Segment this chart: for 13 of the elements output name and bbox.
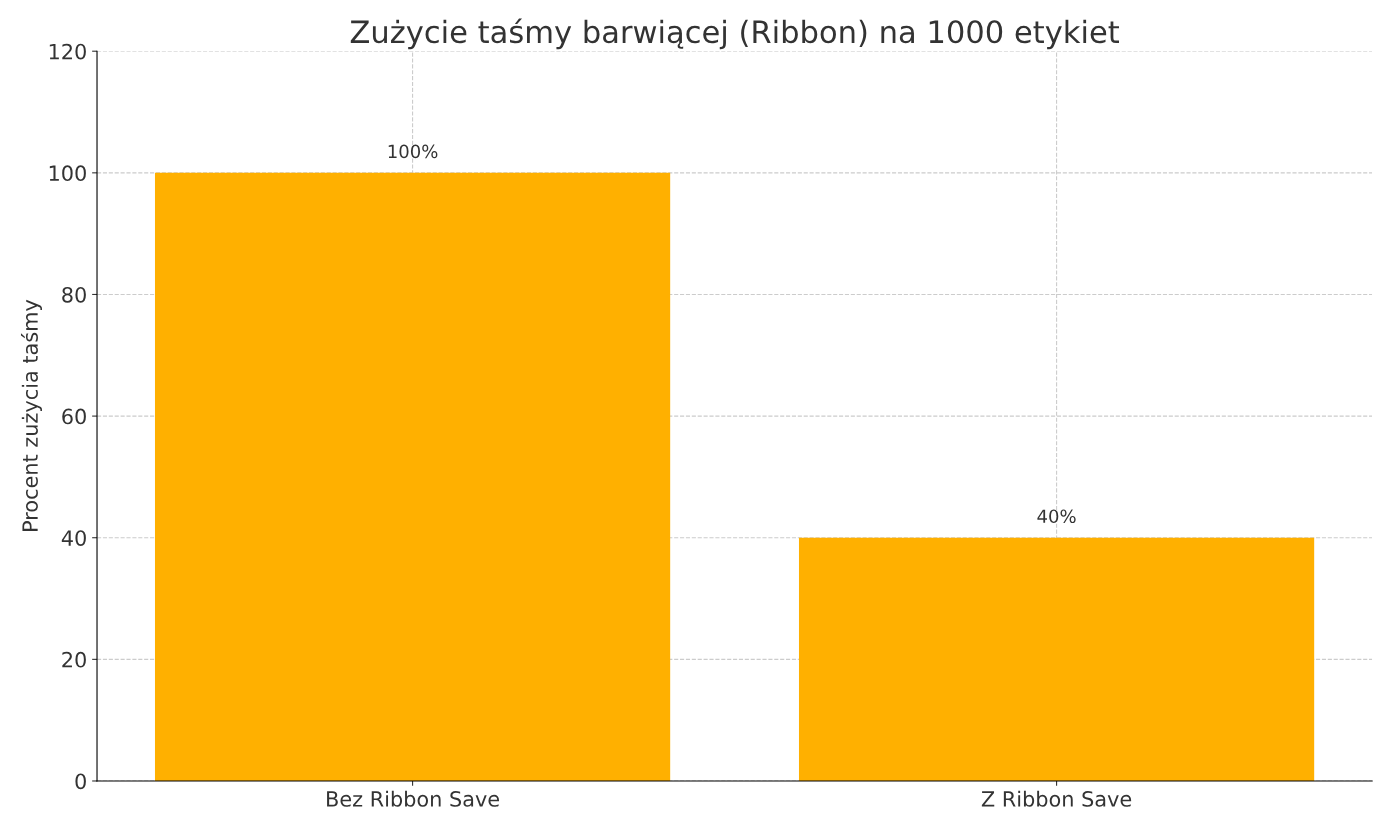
y-tick-label: 20 [62, 651, 86, 668]
y-tick-label: 40 [61, 530, 86, 546]
y-tick-label: 60 [62, 408, 86, 425]
y-axis-title: Procent zużycia taśmy [20, 299, 42, 531]
data-label: 40% [1037, 509, 1076, 524]
y-tick-label: 80 [62, 286, 86, 303]
data-label: 100% [388, 144, 438, 159]
y-tick-label: 0 [75, 773, 86, 790]
y-tick-label: 120 [49, 43, 86, 60]
x-tick-label: Z Ribbon Save [981, 790, 1132, 807]
chart-title: Zużycie taśmy barwiącej (Ribbon) na 1000 etykiet [350, 18, 1120, 50]
y-tick-label: 100 [49, 165, 86, 182]
x-tick-label: Bez Ribbon Save [327, 790, 500, 807]
